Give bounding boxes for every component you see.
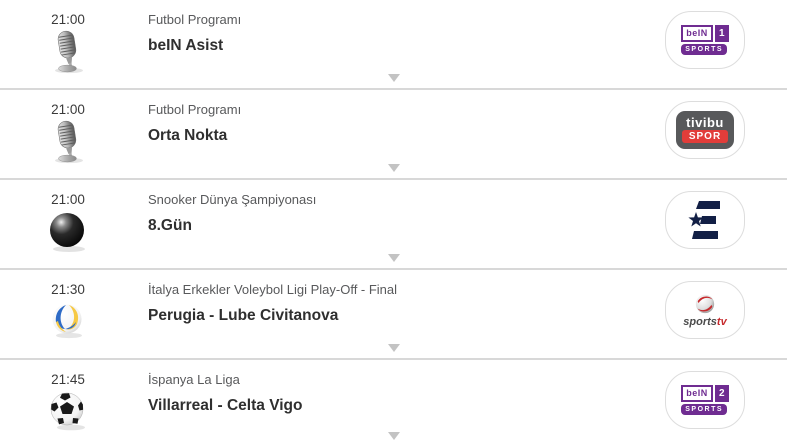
sportstv-brand: sports — [683, 315, 717, 328]
bein-sports-logo: beIN 1 SPORTS — [681, 25, 729, 55]
program-title: Villarreal - Celta Vigo — [148, 397, 303, 414]
tivibu-spor-label: SPOR — [681, 130, 729, 143]
program-category: Futbol Programı — [148, 12, 242, 27]
snooker-ball-icon — [47, 209, 89, 255]
program-category: Snooker Dünya Şampiyonası — [148, 192, 317, 207]
program-info: Snooker Dünya Şampiyonası 8.Gün — [148, 180, 665, 235]
tivibu-brand: tivibu — [686, 115, 724, 130]
volleyball-icon — [47, 299, 89, 345]
eurosport-logo — [688, 201, 720, 239]
chevron-down-icon[interactable] — [387, 432, 400, 440]
program-time: 21:00 — [51, 192, 85, 207]
bein-channel-number: 2 — [714, 385, 729, 402]
bein-sports-label: SPORTS — [681, 44, 728, 55]
tivibu-spor-logo: tivibu SPOR — [675, 111, 735, 149]
program-row[interactable]: 21:00 — [0, 90, 787, 180]
program-info: Futbol Programı beIN Asist — [148, 0, 665, 55]
microphone-icon — [47, 119, 89, 165]
bein-sports-logo: beIN 2 SPORTS — [681, 385, 729, 415]
chevron-down-icon[interactable] — [387, 164, 400, 172]
bein-brand: beIN — [681, 25, 713, 42]
sportstv-logo: sportstv — [683, 293, 727, 328]
bein-sports-label: SPORTS — [681, 404, 728, 415]
channel-logo-sportstv[interactable]: sportstv — [665, 281, 745, 339]
microphone-icon — [47, 29, 89, 75]
channel-logo-bein-sports-2[interactable]: beIN 2 SPORTS — [665, 371, 745, 429]
sportstv-tv-label: tv — [716, 315, 727, 328]
sportstv-ball-icon — [695, 294, 715, 313]
chevron-down-icon[interactable] — [387, 344, 400, 352]
program-title: Orta Nokta — [148, 127, 228, 144]
program-row[interactable]: 21:00 Snooker Dünya Şampiyonası 8.Gün — [0, 180, 787, 270]
program-info: Futbol Programı Orta Nokta — [148, 90, 665, 145]
program-row[interactable]: 21:45 — [0, 360, 787, 446]
program-info: İtalya Erkekler Voleybol Ligi Play-Off -… — [148, 270, 665, 325]
program-category: İspanya La Liga — [148, 372, 240, 387]
program-time: 21:00 — [51, 12, 85, 27]
program-title: Perugia - Lube Civitanova — [148, 307, 339, 324]
time-column: 21:00 — [46, 90, 90, 165]
program-category: Futbol Programı — [148, 102, 242, 117]
time-column: 21:00 — [46, 0, 90, 75]
program-info: İspanya La Liga Villarreal - Celta Vigo — [148, 360, 665, 415]
program-title: 8.Gün — [148, 217, 192, 234]
program-category: İtalya Erkekler Voleybol Ligi Play-Off -… — [148, 282, 398, 297]
program-row[interactable]: 21:00 — [0, 0, 787, 90]
time-column: 21:00 — [46, 180, 90, 255]
time-column: 21:45 — [46, 360, 90, 435]
program-time: 21:45 — [51, 372, 85, 387]
program-time: 21:30 — [51, 282, 85, 297]
bein-channel-number: 1 — [714, 25, 729, 42]
program-title: beIN Asist — [148, 37, 224, 54]
program-row[interactable]: 21:30 İt — [0, 270, 787, 360]
channel-logo-eurosport[interactable] — [665, 191, 745, 249]
chevron-down-icon[interactable] — [387, 74, 400, 82]
time-column: 21:30 — [46, 270, 90, 345]
bein-brand: beIN — [681, 385, 713, 402]
football-icon — [47, 389, 89, 435]
channel-logo-bein-sports-1[interactable]: beIN 1 SPORTS — [665, 11, 745, 69]
channel-logo-tivibu-spor[interactable]: tivibu SPOR — [665, 101, 745, 159]
program-time: 21:00 — [51, 102, 85, 117]
chevron-down-icon[interactable] — [387, 254, 400, 262]
